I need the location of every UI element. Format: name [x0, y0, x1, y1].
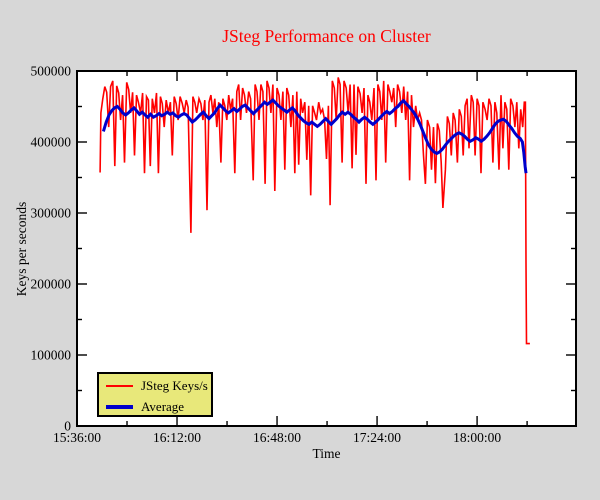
x-axis-title: Time	[312, 446, 341, 461]
y-tick-label: 200000	[31, 277, 72, 292]
x-tick-label: 18:00:00	[453, 430, 501, 445]
series-line-average	[101, 98, 528, 174]
legend-entry-jsteg: JSteg Keys/s	[99, 376, 211, 395]
legend-label-jsteg: JSteg Keys/s	[141, 377, 208, 393]
series-lines	[99, 77, 530, 345]
x-tick-label: 17:24:00	[353, 430, 401, 445]
legend-entry-average: Average	[99, 397, 211, 416]
blue-line-swatch-icon	[106, 404, 133, 409]
chart-title: JSteg Performance on Cluster	[222, 26, 431, 46]
x-tick-label: 16:48:00	[253, 430, 301, 445]
y-tick-label: 300000	[31, 206, 72, 221]
red-line-swatch-icon	[106, 384, 133, 387]
y-axis-title: Keys per seconds	[14, 201, 29, 297]
series-line-jsteg	[99, 77, 530, 345]
x-tick-label: 15:36:00	[53, 430, 101, 445]
chart-legend: JSteg Keys/s Average	[97, 372, 213, 417]
legend-label-average: Average	[141, 398, 185, 414]
plot-border	[76, 70, 577, 427]
y-tick-label: 0	[64, 419, 71, 434]
y-tick-label: 500000	[31, 64, 72, 79]
x-tick-label: 16:12:00	[153, 430, 201, 445]
y-tick-label: 100000	[31, 348, 72, 363]
y-tick-label: 400000	[31, 135, 72, 150]
tick-labels: 15:36:00 16:12:00 16:48:00 17:24:00 18:00:00…	[31, 64, 502, 446]
